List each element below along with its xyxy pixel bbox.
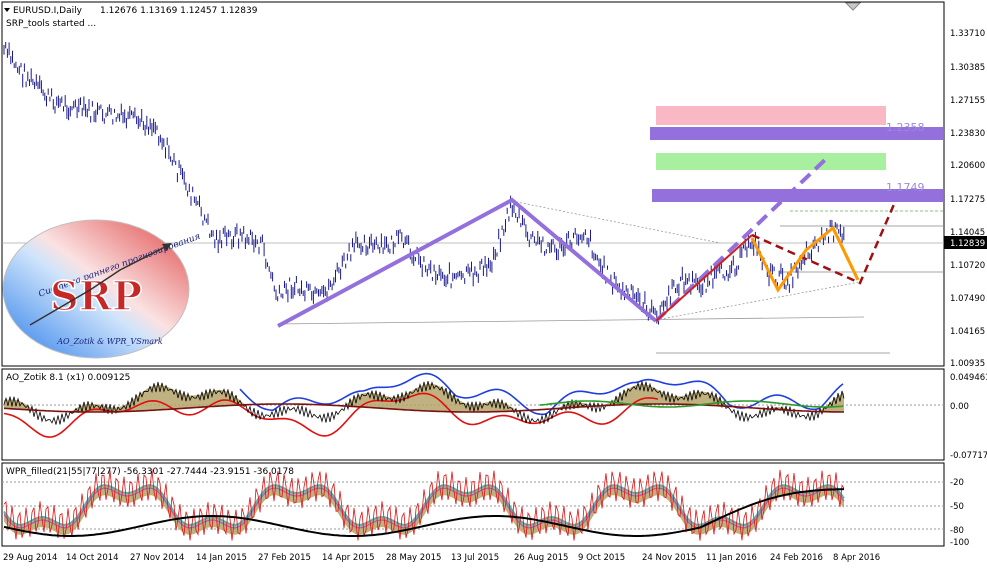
sell-zone — [656, 106, 886, 125]
wpr-axis-50: -50 — [950, 502, 964, 512]
ao-axis-zero: 0.00 — [950, 402, 969, 412]
svg-text:1.17275: 1.17275 — [950, 195, 985, 205]
price-bars — [3, 42, 845, 325]
lower-level-label: 1.1749 — [886, 181, 925, 194]
svg-text:1.33710: 1.33710 — [950, 29, 985, 39]
svg-text:1.00935: 1.00935 — [950, 359, 985, 369]
ao-pane[interactable] — [1, 368, 945, 461]
wpr-indicator — [2, 469, 944, 541]
svg-text:1.27155: 1.27155 — [950, 96, 985, 106]
svg-text:1.30385: 1.30385 — [950, 63, 985, 73]
wpr-axis-100: -100 — [950, 538, 969, 548]
support-trendline — [277, 316, 865, 325]
forecast-line — [751, 201, 897, 285]
svg-text:26 Aug 2015: 26 Aug 2015 — [514, 553, 568, 563]
svg-text:1.07490: 1.07490 — [950, 294, 985, 304]
svg-text:14 Jan 2015: 14 Jan 2015 — [196, 553, 247, 563]
chart-close-icon[interactable] — [844, 2, 862, 11]
svg-text:1.23830: 1.23830 — [950, 129, 985, 139]
svg-text:AO_Zotik & WPR_VSmark: AO_Zotik & WPR_VSmark — [56, 337, 163, 346]
svg-text:27 Nov 2014: 27 Nov 2014 — [130, 553, 184, 563]
channel-trendline — [655, 281, 861, 321]
svg-text:1.10720: 1.10720 — [950, 261, 985, 271]
upper-level-label: 1.2358 — [886, 121, 925, 134]
price-axis: 1.33710 1.30385 1.27155 1.23830 1.20600 … — [950, 29, 985, 369]
svg-text:28 May 2015: 28 May 2015 — [386, 553, 441, 563]
logo-title: SRP — [50, 273, 142, 320]
svg-text:14 Oct 2014: 14 Oct 2014 — [66, 553, 119, 563]
dropdown-icon[interactable] — [4, 8, 10, 12]
ohlc-values: 1.12676 1.13169 1.12457 1.12839 — [100, 6, 258, 16]
wpr-pane[interactable] — [1, 462, 945, 547]
ao-indicator — [2, 372, 944, 438]
status-text: SRP_tools started ... — [6, 19, 96, 29]
wpr-axis-80: -80 — [950, 526, 964, 536]
orange-pattern — [750, 225, 860, 293]
wpr-title: WPR_filled(21|55|77|277) -56.3301 -27.74… — [6, 467, 294, 477]
ao-axis-min: -0.077171 — [950, 451, 987, 461]
current-price-tag — [944, 236, 987, 249]
srp-logo: Система раннего прогнозирования SRP AO_Z… — [2, 219, 202, 359]
time-axis: 29 Aug 2014 14 Oct 2014 27 Nov 2014 14 J… — [3, 553, 880, 563]
resistance-trendline — [511, 200, 721, 244]
svg-text:27 Feb 2015: 27 Feb 2015 — [258, 553, 311, 563]
svg-text:8 Apr 2016: 8 Apr 2016 — [833, 553, 880, 563]
svg-text:1.20600: 1.20600 — [950, 161, 985, 171]
ao-title: AO_Zotik 8.1 (x1) 0.009125 — [6, 373, 130, 383]
svg-text:1.14045: 1.14045 — [950, 228, 985, 238]
upper-level-band — [650, 127, 943, 140]
ao-axis-max: 0.049461 — [950, 373, 987, 383]
buy-zone — [656, 153, 886, 170]
wpr-axis-20: -20 — [950, 478, 964, 488]
wave-pattern-line — [277, 197, 658, 328]
svg-text:1.04165: 1.04165 — [950, 327, 985, 337]
svg-text:9 Oct 2015: 9 Oct 2015 — [578, 553, 625, 563]
lower-level-band — [652, 189, 943, 202]
svg-text:24 Nov 2015: 24 Nov 2015 — [642, 553, 696, 563]
impulse-line — [655, 234, 753, 322]
current-price-value: 1.12839 — [950, 239, 985, 249]
svg-text:29 Aug 2014: 29 Aug 2014 — [3, 553, 57, 563]
svg-text:11 Jan 2016: 11 Jan 2016 — [706, 553, 757, 563]
svg-text:14 Apr 2015: 14 Apr 2015 — [322, 553, 375, 563]
svg-text:13 Jul 2015: 13 Jul 2015 — [451, 553, 499, 563]
svg-text:24 Feb 2016: 24 Feb 2016 — [770, 553, 823, 563]
symbol-title: EURUSD.I,Daily — [13, 6, 83, 16]
